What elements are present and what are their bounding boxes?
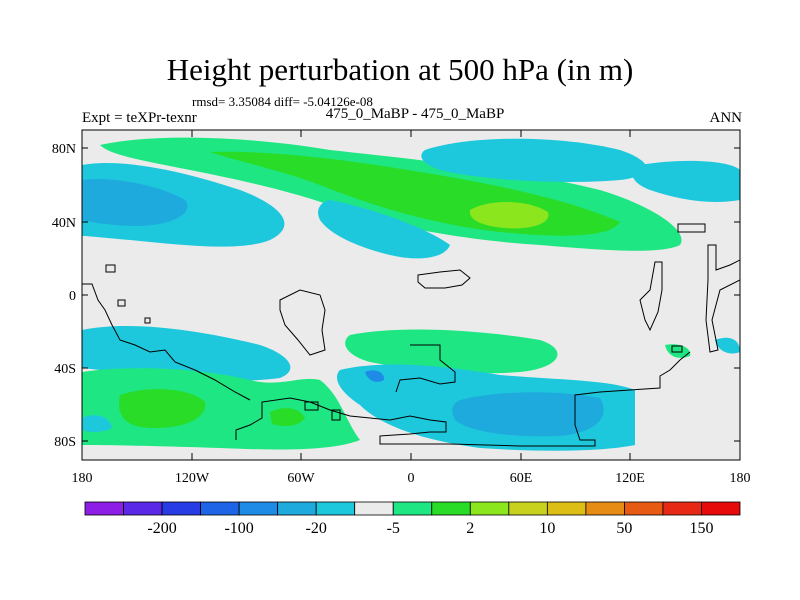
colorbar-swatch: [354, 501, 394, 516]
land-island-b: [417, 269, 471, 289]
colorbar-label: -200: [147, 520, 176, 537]
colorbar-swatch: [469, 501, 510, 516]
contour-neg-east: [715, 337, 740, 354]
land-antarctica: [235, 351, 691, 447]
colorbar-label: -5: [387, 520, 400, 537]
colorbar-swatch: [546, 501, 587, 516]
y-tick-label: 40N: [52, 216, 76, 231]
colorbar-swatch: [508, 501, 548, 516]
contour-pos-north-peak: [469, 201, 549, 229]
plot-title: Height perturbation at 500 hPa (in m): [166, 52, 634, 87]
land-outlines: [82, 223, 740, 447]
x-tick-label: 180: [72, 471, 93, 486]
colorbar-swatch: [701, 501, 741, 516]
land-ne-box: [677, 223, 706, 233]
colorbar-swatch: [161, 501, 201, 516]
colorbar-swatch: [123, 501, 163, 516]
y-tick-label: 80S: [54, 435, 76, 450]
land-small-5: [331, 409, 341, 421]
y-tick-label: 0: [69, 289, 76, 304]
stats-label: rmsd= 3.35084 diff= -5.04126e-08: [192, 94, 373, 109]
colorbar-swatch: [392, 501, 433, 516]
colorbar-swatch: [277, 501, 317, 516]
contour-neg-mid: [318, 200, 450, 259]
colorbar-swatch: [431, 501, 471, 516]
contour-fills: [82, 137, 740, 451]
contour-pos-central-south: [345, 329, 558, 374]
y-tick-label: 40S: [54, 362, 76, 377]
contour-neg-small: [365, 370, 385, 382]
colorbar-label: 50: [616, 520, 632, 537]
land-east-strip: [639, 261, 663, 332]
x-tick-label: 0: [408, 471, 415, 486]
colorbar-label: -100: [224, 520, 253, 537]
contour-neg-ne: [421, 138, 647, 182]
colorbar-swatch: [84, 501, 124, 516]
x-tick-label: 120E: [615, 471, 645, 486]
colorbar-label: 2: [466, 520, 474, 537]
land-small-3: [144, 317, 151, 324]
land-east-strip2: [705, 244, 740, 353]
contour-pos-south: [82, 368, 360, 450]
land-island-a: [279, 289, 326, 356]
y-axis: 80N 40N 0 40S 80S: [52, 142, 740, 450]
land-africa: [395, 344, 456, 393]
contour-neg-nw-core: [82, 179, 188, 226]
colorbar-label: 10: [539, 520, 555, 537]
x-tick-label: 180: [730, 471, 751, 486]
colorbar-swatch: [315, 501, 356, 516]
colorbar-labels: -200 -100 -20 -5 2 10 50 150: [147, 520, 713, 537]
x-axis: 180 120W 60W 0 60E 120E 180: [72, 130, 751, 486]
x-tick-label: 60W: [287, 471, 315, 486]
colorbar-swatch: [238, 501, 279, 516]
colorbar-label: 150: [689, 520, 713, 537]
contour-neg-se-core: [452, 392, 604, 437]
colorbar-boxes: [84, 501, 741, 516]
x-tick-label: 120W: [175, 471, 210, 486]
land-south-america: [82, 283, 251, 401]
land-small-6: [671, 345, 683, 353]
experiment-label: Expt = teXPr-texnr: [82, 110, 197, 126]
season-label: ANN: [709, 110, 743, 126]
y-tick-label: 80N: [52, 142, 76, 157]
colorbar-swatch: [624, 501, 664, 516]
land-small-1: [105, 264, 116, 273]
contour-neg-ne-right: [632, 160, 740, 202]
contour-neg-southwest-edge: [82, 415, 112, 432]
contour-pos-south-core: [119, 389, 206, 428]
contour-pos-east: [665, 344, 691, 358]
colorbar-label: -20: [306, 520, 327, 537]
period-label: 475_0_MaBP - 475_0_MaBP: [325, 106, 505, 122]
contour-neg-sw: [82, 325, 291, 381]
colorbar-swatch: [585, 501, 625, 516]
land-small-2: [117, 299, 126, 307]
contour-pos-south-core2: [270, 408, 305, 426]
land-small-4: [304, 401, 319, 411]
x-tick-label: 60E: [510, 471, 533, 486]
colorbar-swatch: [200, 501, 240, 516]
colorbar-swatch: [662, 501, 702, 516]
